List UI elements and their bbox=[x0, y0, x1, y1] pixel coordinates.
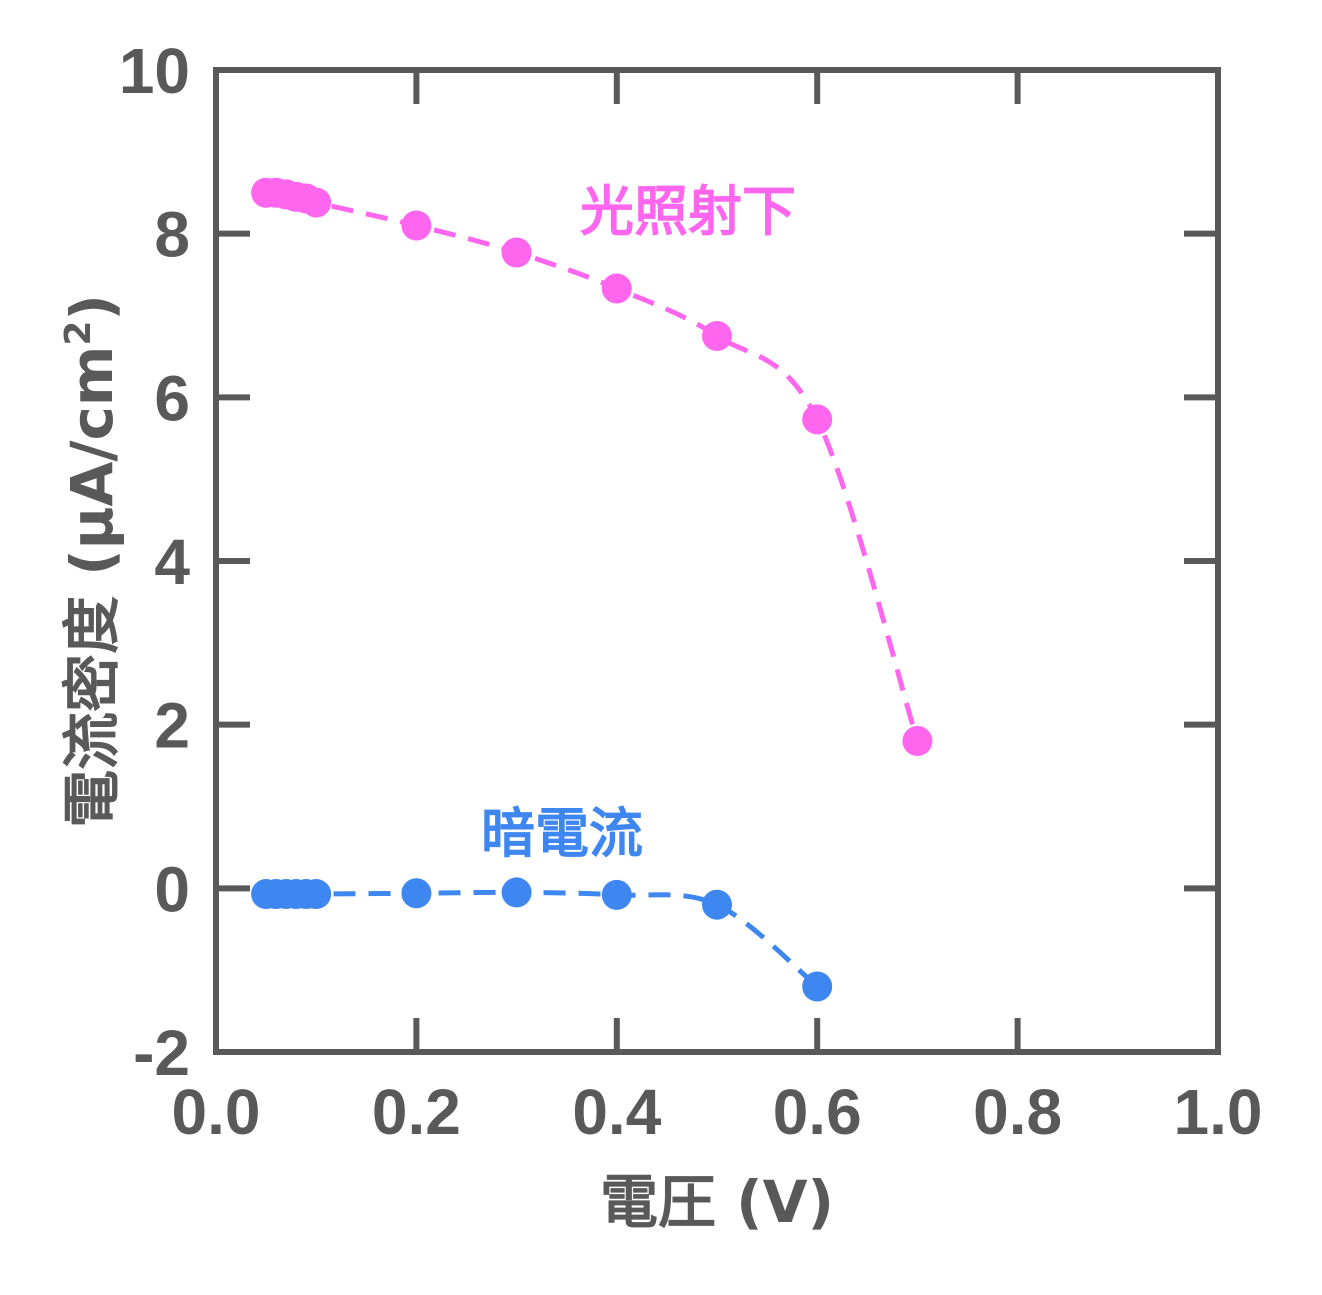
data-point bbox=[802, 971, 833, 1002]
x-axis-title: 電圧 (V) bbox=[600, 1168, 834, 1236]
x-tick-label: 0.0 bbox=[172, 1076, 261, 1148]
y-tick-label: 2 bbox=[154, 690, 190, 762]
data-point bbox=[702, 320, 732, 351]
y-tick-label: 8 bbox=[154, 199, 190, 271]
series-line-1 bbox=[266, 889, 819, 989]
data-point bbox=[601, 273, 632, 304]
series-label-light: 光照射下 bbox=[580, 180, 796, 243]
y-tick-labels: -2 0 2 4 6 8 10 bbox=[119, 35, 191, 1089]
data-point bbox=[501, 877, 532, 908]
y-axis-title: 電流密度 (μA/cm2) bbox=[58, 294, 126, 828]
data-point bbox=[902, 726, 933, 757]
y-tick-label: 10 bbox=[119, 35, 190, 107]
data-point bbox=[501, 237, 532, 268]
data-point bbox=[601, 879, 632, 910]
data-point bbox=[702, 889, 732, 920]
y-tick-label: 0 bbox=[154, 853, 190, 925]
x-tick-label: 0.4 bbox=[572, 1076, 661, 1148]
series-label-dark: 暗電流 bbox=[481, 802, 643, 865]
y-tick-label: 6 bbox=[154, 362, 190, 434]
x-tick-labels: 0.0 0.2 0.4 0.6 0.8 1.0 bbox=[172, 1076, 1263, 1148]
y-axis-title-superscript: 2 bbox=[58, 321, 99, 346]
y-tick-label: 4 bbox=[154, 526, 190, 598]
x-tick-label: 0.8 bbox=[973, 1076, 1062, 1148]
series-lines bbox=[266, 190, 920, 989]
series-line-0 bbox=[266, 190, 920, 742]
y-axis-title-close: ) bbox=[58, 294, 126, 321]
x-tick-label: 1.0 bbox=[1174, 1076, 1263, 1148]
data-point bbox=[301, 879, 332, 910]
data-point bbox=[401, 210, 432, 241]
x-tick-label: 0.2 bbox=[372, 1076, 461, 1148]
plot-frame bbox=[213, 67, 1221, 1055]
data-point bbox=[802, 404, 833, 435]
y-axis-title-text: 電流密度 (μA/cm bbox=[58, 346, 126, 828]
data-point bbox=[401, 878, 432, 909]
y-tick-label: -2 bbox=[133, 1017, 190, 1089]
data-point bbox=[301, 187, 332, 218]
x-tick-label: 0.6 bbox=[773, 1076, 862, 1148]
data-points bbox=[251, 177, 933, 1002]
